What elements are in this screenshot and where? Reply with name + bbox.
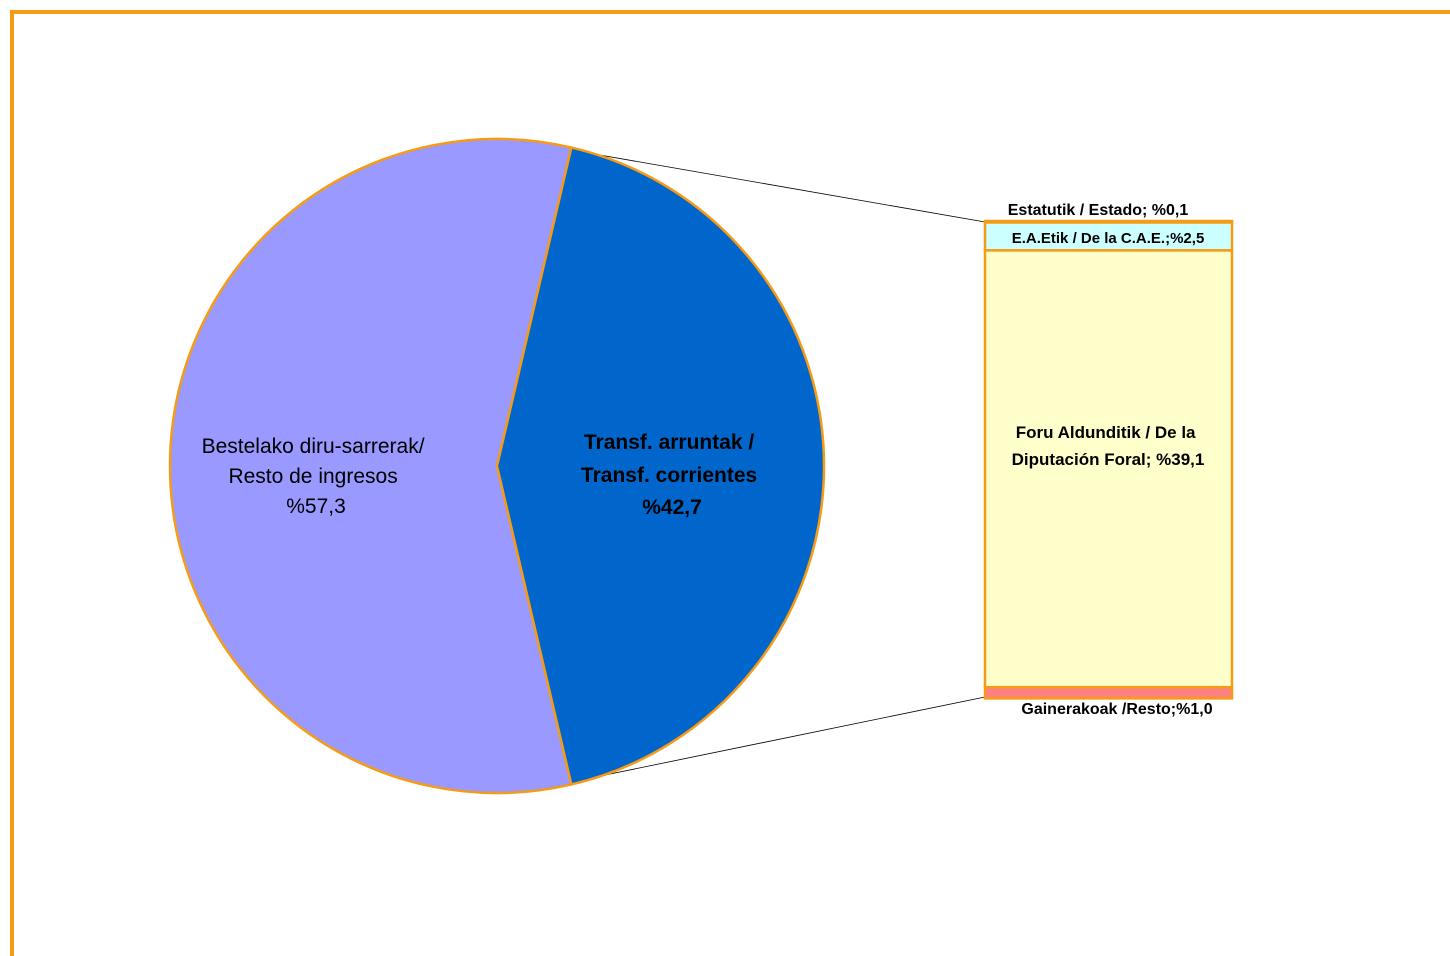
chart-border	[10, 10, 1450, 956]
leader-line-bottom	[570, 696, 986, 783]
bar-label-line: Foru Aldunditik / De la	[1016, 423, 1196, 442]
pie-label-resto-de-ingresos: Bestelako diru-sarrerak/ Resto de ingres…	[202, 435, 431, 518]
pie-label-value: %42,7	[642, 496, 702, 519]
bar-label-resto: Gainerakoak /Resto;%1,0	[1021, 701, 1212, 718]
pie-label-line: Resto de ingresos	[228, 465, 397, 488]
bar-label-estado: Estatutik / Estado; %0,1	[1008, 202, 1189, 219]
pie-label-line: Bestelako diru-sarrerak/	[202, 435, 425, 458]
bar-segment-diputacion-foral	[983, 249, 1234, 689]
bar-label-cae: E.A.Etik / De la C.A.E.;%2,5	[1012, 230, 1205, 247]
pie-slice-transf-corrientes	[495, 146, 826, 786]
bar-label-diputacion-foral: Foru Aldunditik / De la Diputación Foral…	[1012, 423, 1205, 469]
bar-label-line: Diputación Foral; %39,1	[1012, 450, 1205, 469]
leader-line-top	[570, 149, 986, 223]
bar-segment-cae	[983, 221, 1234, 252]
bar	[983, 219, 1234, 700]
pie-label-value: %57,3	[286, 495, 346, 518]
pie-label-transf-corrientes: Transf. arruntak / Transf. corrientes %4…	[581, 431, 763, 519]
pie-label-line: Transf. corrientes	[581, 464, 757, 487]
pie-label-line: Transf. arruntak /	[584, 431, 755, 454]
pie: Bestelako diru-sarrerak/ Resto de ingres…	[168, 137, 826, 795]
bar-segment-resto	[983, 685, 1234, 700]
pie-slice-resto-de-ingresos	[168, 137, 573, 795]
